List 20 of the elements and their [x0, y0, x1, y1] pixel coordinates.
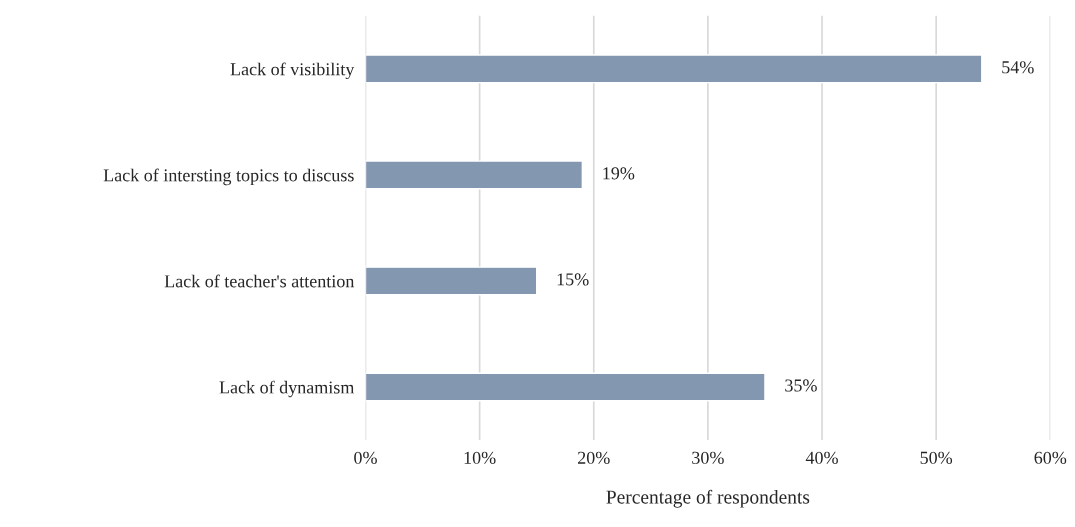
- x-tick-label: 20%: [578, 451, 610, 464]
- bar: [365, 266, 538, 296]
- data-label: 15%: [557, 273, 589, 286]
- y-tick-label: Lack of teacher's attention: [164, 274, 355, 288]
- y-tick-label: Lack of visibility: [230, 62, 355, 80]
- bar: [365, 160, 584, 190]
- x-tick-label: 10%: [464, 451, 496, 464]
- x-tick-label: 50%: [920, 451, 953, 464]
- data-label: 19%: [603, 167, 635, 180]
- x-tick-label: 40%: [805, 451, 838, 464]
- y-tick-label: Lack of intersting topics to discuss: [103, 168, 354, 186]
- y-tick-label: Lack of dynamism: [219, 380, 355, 398]
- x-tick-label: 60%: [1034, 451, 1067, 464]
- data-label: 54%: [1002, 61, 1034, 74]
- x-tick-label: 30%: [692, 451, 724, 464]
- x-axis-title: Percentage of respondents: [606, 489, 810, 508]
- bar: [365, 54, 983, 84]
- x-tick-label: 0%: [354, 451, 377, 464]
- bar: [365, 372, 766, 402]
- data-label: 35%: [785, 379, 817, 392]
